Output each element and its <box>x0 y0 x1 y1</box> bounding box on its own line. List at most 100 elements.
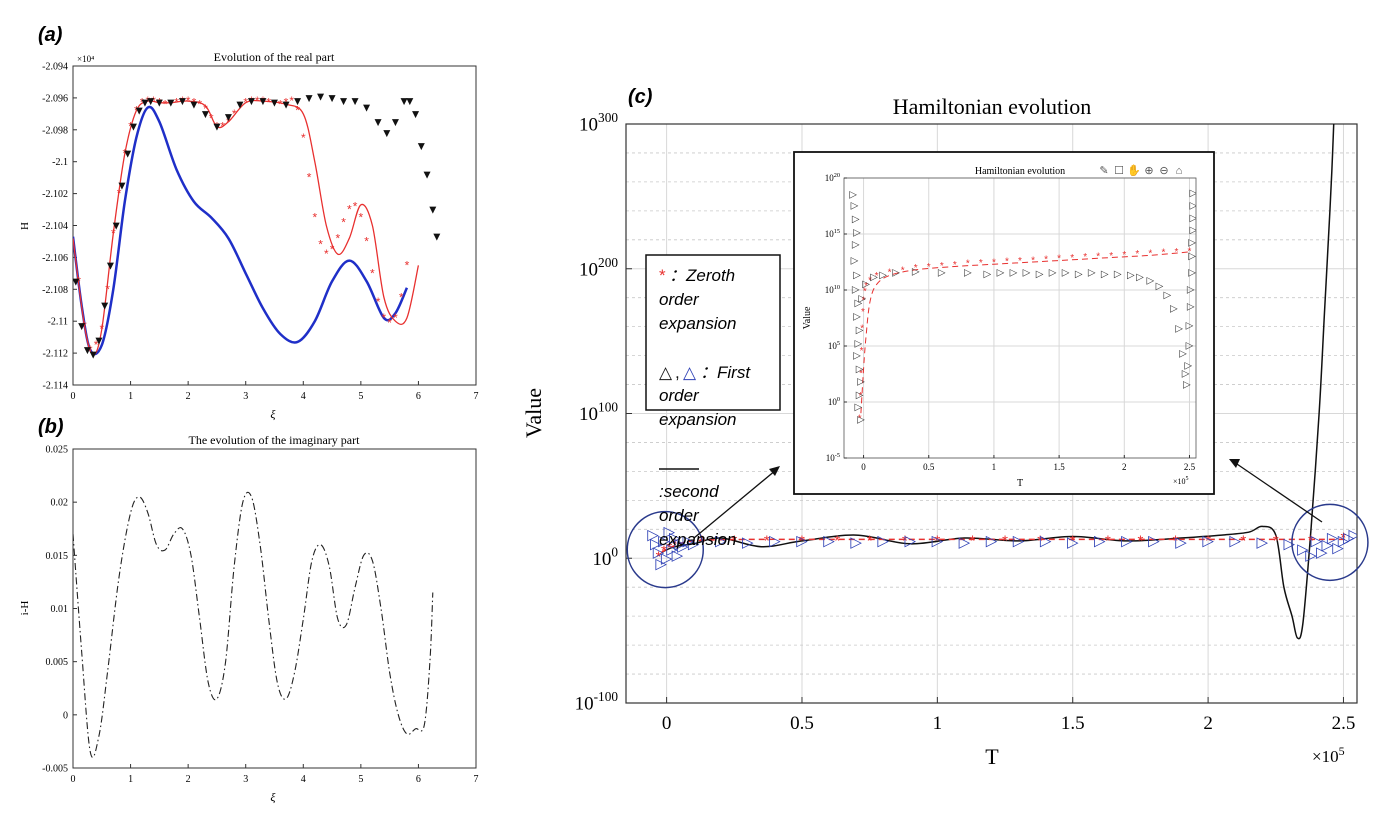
zoom-in-icon[interactable]: ⊕ <box>1144 165 1153 177</box>
pan-icon[interactable]: ✋ <box>1127 164 1141 177</box>
i-series-2-point-39: ▷ <box>1147 276 1155 287</box>
c-series-3-point-10: ▷ <box>674 535 686 552</box>
a-series-2-point-52: * <box>376 295 381 309</box>
a-series-2-point-8: * <box>122 147 127 161</box>
i-series-1-point-16: * <box>953 260 957 271</box>
i-series-1-point-14: * <box>927 262 931 273</box>
legend-first-marker-2: △ <box>683 363 697 382</box>
inset-plot-area <box>843 177 1197 459</box>
a-series-2-point-20: * <box>192 96 197 110</box>
i-series-2-point-30: ▷ <box>1036 269 1044 280</box>
i-series-2-point-15: ▷ <box>856 390 864 401</box>
a-series-2-point-30: * <box>249 94 254 108</box>
c-series-3-point-2: ▷ <box>653 544 665 561</box>
a-xtick-label-1: 1 <box>128 391 133 402</box>
i-series-1-point-30: * <box>1135 249 1139 260</box>
i-series-2-point-2: ▷ <box>852 214 860 225</box>
a-series-3-point-29: ▼ <box>326 91 338 105</box>
c-series-2-point-2: * <box>666 540 672 557</box>
i-series-2-point-10: ▷ <box>856 325 864 336</box>
chart-b-ylabel: i-H <box>19 601 31 616</box>
c-highlight-circle-0 <box>626 510 705 589</box>
a-series-3-point-24: ▼ <box>269 96 281 110</box>
chart-c-ylabel: Value <box>521 388 546 438</box>
a-series-3-point-25: ▼ <box>280 97 292 111</box>
a-series-3-point-16: ▼ <box>176 94 188 108</box>
i-series-1-point-13: * <box>914 263 918 274</box>
c-series-2-point-11: * <box>934 532 940 549</box>
a-series-2-point-22: * <box>203 102 208 116</box>
a-series-2-point-10: * <box>134 104 139 118</box>
a-series-2-point-25: * <box>220 120 225 134</box>
a-series-2-point-44: * <box>330 242 335 256</box>
legend-zeroth-text: ：Zeroth order expansion <box>659 266 737 333</box>
b-xtick-label-0: 0 <box>71 774 76 785</box>
i-series-2-point-31: ▷ <box>1049 268 1057 279</box>
a-series-3-point-12: ▼ <box>139 96 151 110</box>
c-series-3-point-22: ▷ <box>932 532 944 549</box>
c-series-3-point-34: ▷ <box>1256 534 1268 551</box>
i-series-2-point-8: ▷ <box>854 298 862 309</box>
annotate-icon[interactable]: ✎ <box>1099 165 1108 177</box>
i-ytick-label-4: 1015 <box>825 228 840 239</box>
c-series-2-point-3: * <box>672 535 678 552</box>
a-series-1-line <box>73 99 420 356</box>
c-series-2-point-15: * <box>1070 532 1076 549</box>
a-series-2-point-26: * <box>226 115 231 129</box>
a-series-2-point-32: * <box>261 94 266 108</box>
c-series-3-point-31: ▷ <box>1175 534 1187 551</box>
i-ytick-label-2: 105 <box>828 340 840 351</box>
c-series-3-point-26: ▷ <box>1040 532 1052 549</box>
a-series-2-point-23: * <box>209 112 214 126</box>
i-series-2-point-52: ▷ <box>1188 268 1196 279</box>
c-series-2-point-8: * <box>834 532 840 549</box>
chart-a: Evolution of the real part ×10⁴ 0 1 2 3 4 5 6 7… <box>19 50 479 421</box>
i-series-1-point-25: * <box>1070 253 1074 264</box>
home-icon[interactable]: ⌂ <box>1176 165 1183 177</box>
i-series-1-point-5: * <box>861 307 865 318</box>
i-series-1-point-4: * <box>860 324 864 335</box>
c-series-3-point-42: ▷ <box>1332 540 1344 557</box>
annotation-arrows <box>693 459 1323 539</box>
a-series-3-point-35: ▼ <box>389 115 401 129</box>
i-series-1-point-24: * <box>1057 254 1061 265</box>
c-series-3-point-40: ▷ <box>1321 537 1333 554</box>
a-series-3-point-40: ▼ <box>421 167 433 181</box>
i-series-2-point-0: ▷ <box>849 189 857 200</box>
a-series-2-point-34: * <box>272 97 277 111</box>
i-series-2-point-1: ▷ <box>851 201 859 212</box>
i-xtick-label-1: 0.5 <box>923 462 935 472</box>
c-series-3-point-45: ▷ <box>1349 527 1361 544</box>
c-ytick-label-0: 10-100 <box>575 689 619 715</box>
zoom-out-icon[interactable]: ⊖ <box>1159 165 1168 177</box>
i-series-2-point-5: ▷ <box>851 255 859 266</box>
arrow-right-head <box>1229 459 1240 468</box>
i-series-2-point-27: ▷ <box>997 268 1005 279</box>
a-ytick-label-0: -2.114 <box>43 381 68 392</box>
a-xtick-label-7: 7 <box>474 391 479 402</box>
i-series-2-point-25: ▷ <box>964 268 972 279</box>
a-series-2-point-16: * <box>169 97 174 111</box>
a-series-2-point-28: * <box>238 99 243 113</box>
b-xtick-label-6: 6 <box>416 774 421 785</box>
a-series-3-point-7: ▼ <box>110 219 122 233</box>
i-series-1-point-2: * <box>859 369 863 380</box>
c-xtick-label-5: 2.5 <box>1332 713 1356 734</box>
a-series-3-point-17: ▼ <box>188 97 200 111</box>
a-series-2-point-46: * <box>341 215 346 229</box>
i-series-2-point-22: ▷ <box>892 268 900 279</box>
c-series-2-point-10: * <box>902 532 908 549</box>
datatip-icon[interactable]: ☐ <box>1114 165 1124 177</box>
a-series-2-point-6: * <box>111 226 116 240</box>
a-series-3-point-27: ▼ <box>303 91 315 105</box>
panel-label-c: (c) <box>628 86 653 108</box>
a-series-3-point-1: ▼ <box>76 319 88 333</box>
c-series-2-point-13: * <box>1002 532 1008 549</box>
b-ytick-label-3: 0.01 <box>51 604 69 615</box>
i-series-1-point-15: * <box>940 261 944 272</box>
inset-x-exponent: ×105 <box>1173 476 1189 486</box>
i-series-1-point-10: * <box>875 271 879 282</box>
chart-inset: Hamiltonian evolution ✎ ☐ ✋ ⊕ ⊖ ⌂ 0 0.5 1 1.5 2 2.… <box>793 151 1215 495</box>
a-series-2-point-17: * <box>174 96 179 110</box>
a-series-3-point-23: ▼ <box>257 94 269 108</box>
